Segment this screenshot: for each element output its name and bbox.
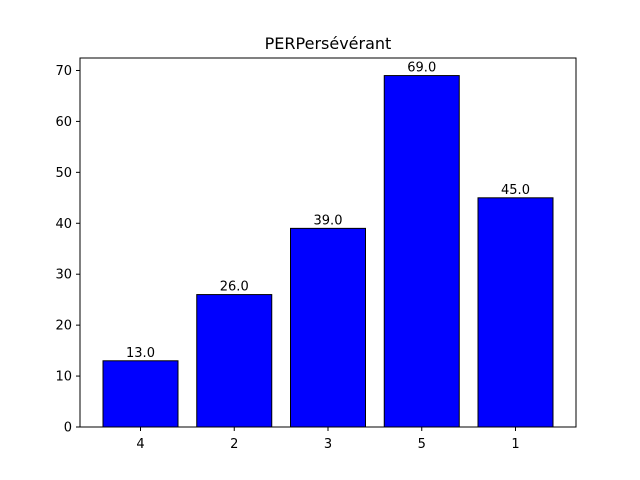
y-axis: 0 10 20 30 40 50 60 70	[55, 64, 80, 436]
bar-value-label: 39.0	[314, 213, 343, 228]
bar-4	[102, 360, 179, 428]
x-tick-label: 2	[230, 437, 238, 452]
y-tick-label: 10	[55, 370, 72, 385]
y-tick-label: 30	[55, 268, 72, 283]
bar-3	[290, 227, 366, 428]
y-tick-label: 0	[64, 421, 72, 436]
bar-value-label: 13.0	[126, 346, 155, 361]
bar-value-label: 45.0	[501, 183, 530, 198]
x-tick-label: 4	[136, 437, 144, 452]
chart-title: PERPersévérant	[265, 34, 392, 53]
x-tick-label: 5	[418, 437, 426, 452]
bar-2	[196, 294, 273, 428]
x-tick-label: 3	[324, 437, 332, 452]
bar-value-label: 69.0	[407, 61, 436, 76]
bar-1	[477, 197, 554, 428]
bar-labels: 13.0 26.0 39.0 69.0 45.0	[126, 61, 530, 361]
bar-5	[383, 75, 460, 428]
y-tick-label: 60	[55, 115, 72, 130]
plot-frame	[79, 57, 577, 428]
y-tick-label: 20	[55, 319, 72, 334]
y-tick-label: 50	[55, 166, 72, 181]
bar-value-label: 26.0	[220, 280, 249, 295]
y-tick-label: 70	[55, 64, 72, 79]
y-tick-label: 40	[55, 217, 72, 232]
x-axis: 4 2 3 5 1	[136, 427, 520, 452]
x-tick-label: 1	[511, 437, 519, 452]
bars	[102, 75, 554, 428]
